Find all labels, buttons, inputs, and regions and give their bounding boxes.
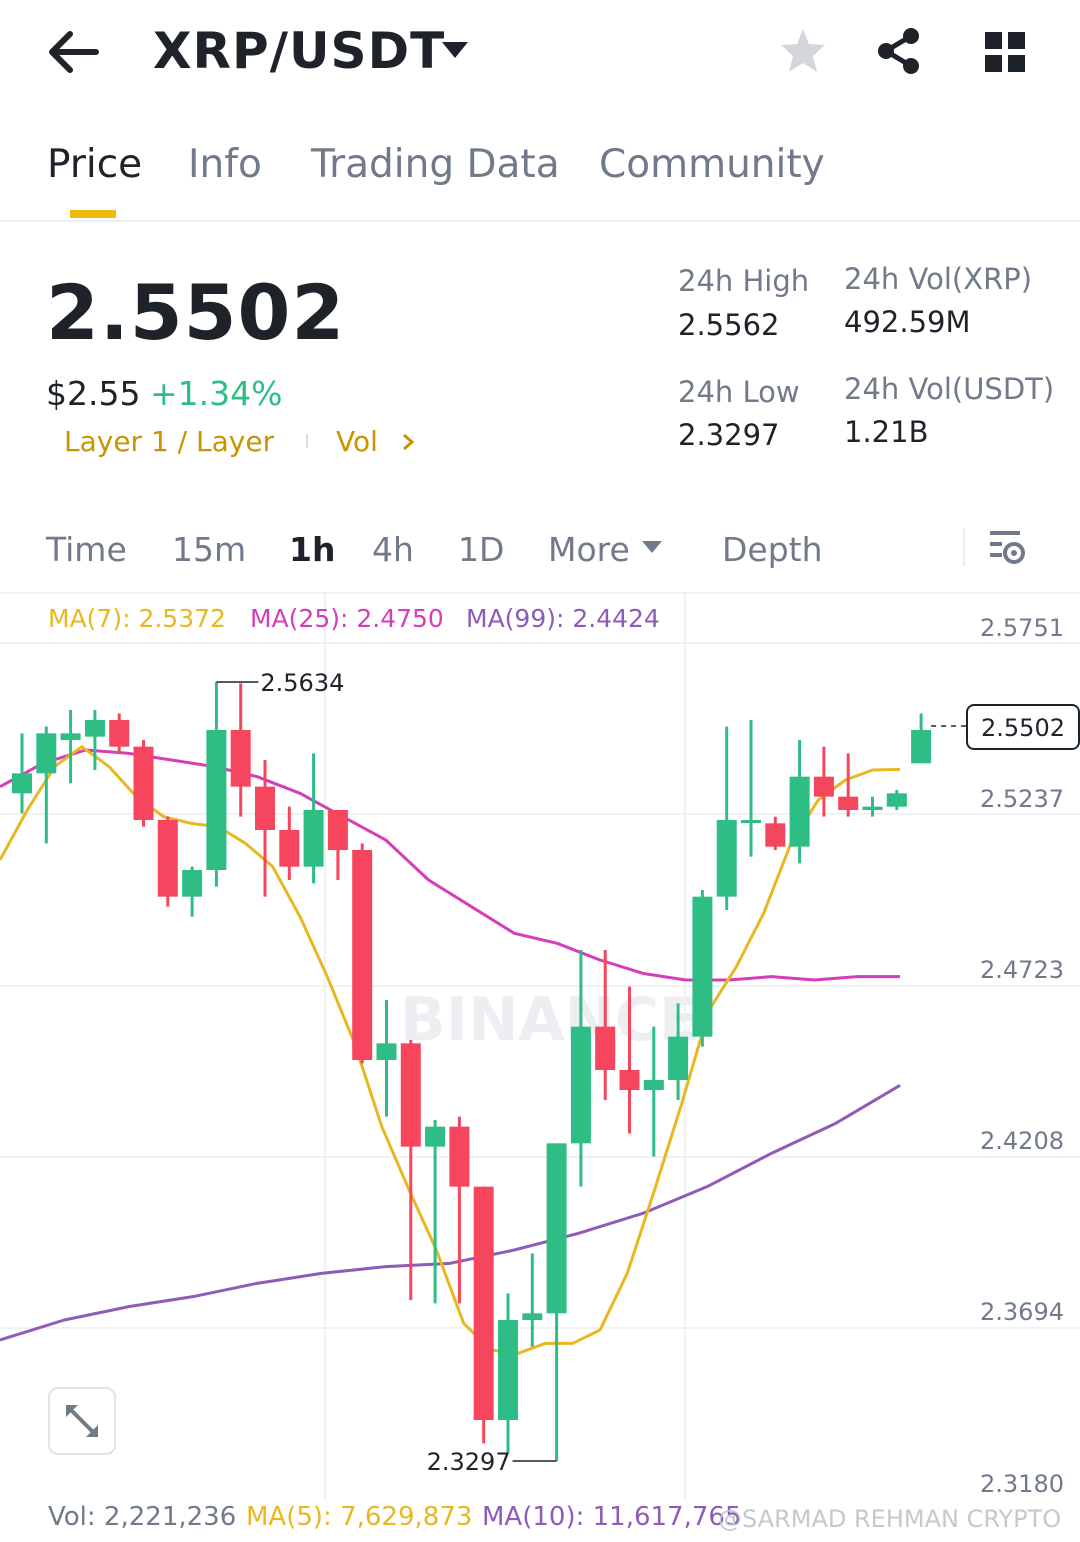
candle-body <box>449 1126 470 1187</box>
ma25-label: MA(25): 2.4750 <box>250 604 444 633</box>
tab-info[interactable]: Info <box>188 142 262 187</box>
candle-body <box>352 850 373 1060</box>
candle-body <box>813 776 834 797</box>
vol-usdt-label: 24h Vol(USDT) <box>844 372 1055 406</box>
share-icon[interactable] <box>874 26 924 76</box>
candle-body <box>109 720 130 747</box>
current-price-label: 2.5502 <box>981 714 1065 742</box>
caret-down-icon[interactable] <box>641 540 663 554</box>
vol-xrp-value: 492.59M <box>844 305 971 339</box>
candle-body <box>60 733 81 740</box>
candle-body <box>741 820 761 823</box>
candle-body <box>230 730 251 787</box>
interval-divider <box>963 528 965 566</box>
current-price-tag: 2.5502 <box>966 704 1080 750</box>
candle-body <box>886 793 907 807</box>
tab-community[interactable]: Community <box>599 142 825 187</box>
candle-body <box>327 810 348 850</box>
vol-xrp-label: 24h Vol(XRP) <box>844 262 1033 296</box>
interval-time[interactable]: Time <box>46 530 127 569</box>
candle-body <box>473 1186 494 1420</box>
tab-trading-data[interactable]: Trading Data <box>311 142 560 187</box>
candle-body <box>522 1313 543 1320</box>
chart-settings-icon[interactable] <box>988 528 1028 568</box>
interval-1h[interactable]: 1h <box>289 530 336 569</box>
last-price: 2.5502 <box>46 268 346 357</box>
section-tabs: Price Info Trading Data Community <box>0 130 1080 222</box>
candle-body <box>643 1080 664 1090</box>
candle-body <box>157 820 178 897</box>
candle-body <box>303 810 324 867</box>
interval-1d[interactable]: 1D <box>458 530 505 569</box>
watermark-text: @SARMAD REHMAN CRYPTO <box>718 1505 1062 1533</box>
high-marker-label: 2.5634 <box>260 669 344 697</box>
binance-watermark: BINANCE <box>400 985 700 1055</box>
ma7-label: MA(7): 2.5372 <box>48 604 226 633</box>
ma99-label: MA(99): 2.4424 <box>466 604 660 633</box>
y-tick-label: 2.5237 <box>980 785 1064 813</box>
candle-body <box>182 870 203 897</box>
expand-icon <box>66 1405 98 1437</box>
candle-body <box>838 796 859 810</box>
candle-body <box>133 746 154 820</box>
candle-body <box>84 720 105 737</box>
volume-label: Vol: 2,221,236 <box>48 1502 237 1532</box>
high-value: 2.5562 <box>678 308 780 342</box>
candle-body <box>692 896 713 1037</box>
tag-divider <box>306 434 308 448</box>
interval-more[interactable]: More <box>548 530 630 569</box>
candle-body <box>546 1143 567 1314</box>
y-tick-label: 2.5751 <box>980 614 1064 642</box>
fullscreen-button[interactable] <box>48 1387 116 1455</box>
star-icon[interactable] <box>778 26 828 76</box>
y-tick-label: 2.3694 <box>980 1298 1064 1326</box>
vol-tag[interactable]: Vol <box>336 425 378 458</box>
low-label: 24h Low <box>678 375 800 409</box>
candle-body <box>12 773 32 794</box>
high-label: 24h High <box>678 264 810 298</box>
interval-4h[interactable]: 4h <box>372 530 414 569</box>
candle-body <box>595 1026 616 1070</box>
tab-price[interactable]: Price <box>47 142 143 187</box>
low-marker-label: 2.3297 <box>427 1448 511 1476</box>
candle-body <box>765 823 786 847</box>
volume-ma5: MA(5): 7,629,873 <box>246 1502 473 1532</box>
low-value: 2.3297 <box>678 418 780 452</box>
candle-body <box>789 776 810 847</box>
candle-body <box>400 1043 421 1147</box>
grid-icon[interactable] <box>983 30 1027 74</box>
y-tick-label: 2.4723 <box>980 956 1064 984</box>
pair-title[interactable]: XRP/USDT <box>153 22 446 80</box>
volume-ma10: MA(10): 11,617,765 <box>482 1502 742 1532</box>
interval-depth[interactable]: Depth <box>722 530 823 569</box>
interval-15m[interactable]: 15m <box>172 530 247 569</box>
candle-body <box>862 806 883 810</box>
usd-price: $2.55 <box>46 374 141 413</box>
candle-body <box>668 1036 689 1080</box>
top-bar: XRP/USDT <box>0 0 1080 110</box>
candle-body <box>376 1043 397 1060</box>
chevron-right-icon[interactable] <box>400 432 416 452</box>
caret-down-icon[interactable] <box>440 40 470 60</box>
active-tab-indicator <box>70 210 116 218</box>
y-tick-label: 2.4208 <box>980 1127 1064 1155</box>
chart-top-divider <box>0 592 1080 594</box>
candle-body <box>716 820 737 897</box>
candle-body <box>279 830 300 867</box>
candle-body <box>36 733 57 774</box>
y-tick-label: 2.3180 <box>980 1470 1064 1498</box>
vol-usdt-value: 1.21B <box>844 415 929 449</box>
candle-body <box>206 730 227 870</box>
category-tag[interactable]: Layer 1 / Layer <box>64 425 275 458</box>
candle-body <box>425 1126 446 1147</box>
candle-body <box>255 786 275 830</box>
candle-body <box>911 730 932 764</box>
candle-body <box>570 1026 591 1144</box>
candle-body <box>619 1070 640 1090</box>
candle-body <box>498 1320 518 1420</box>
price-chart[interactable]: BINANCE 2.5634 2.3297 <box>0 594 1080 1500</box>
change-percent: +1.34% <box>150 374 283 413</box>
ma99-line <box>0 1084 901 1342</box>
arrow-left-icon[interactable] <box>48 30 100 74</box>
